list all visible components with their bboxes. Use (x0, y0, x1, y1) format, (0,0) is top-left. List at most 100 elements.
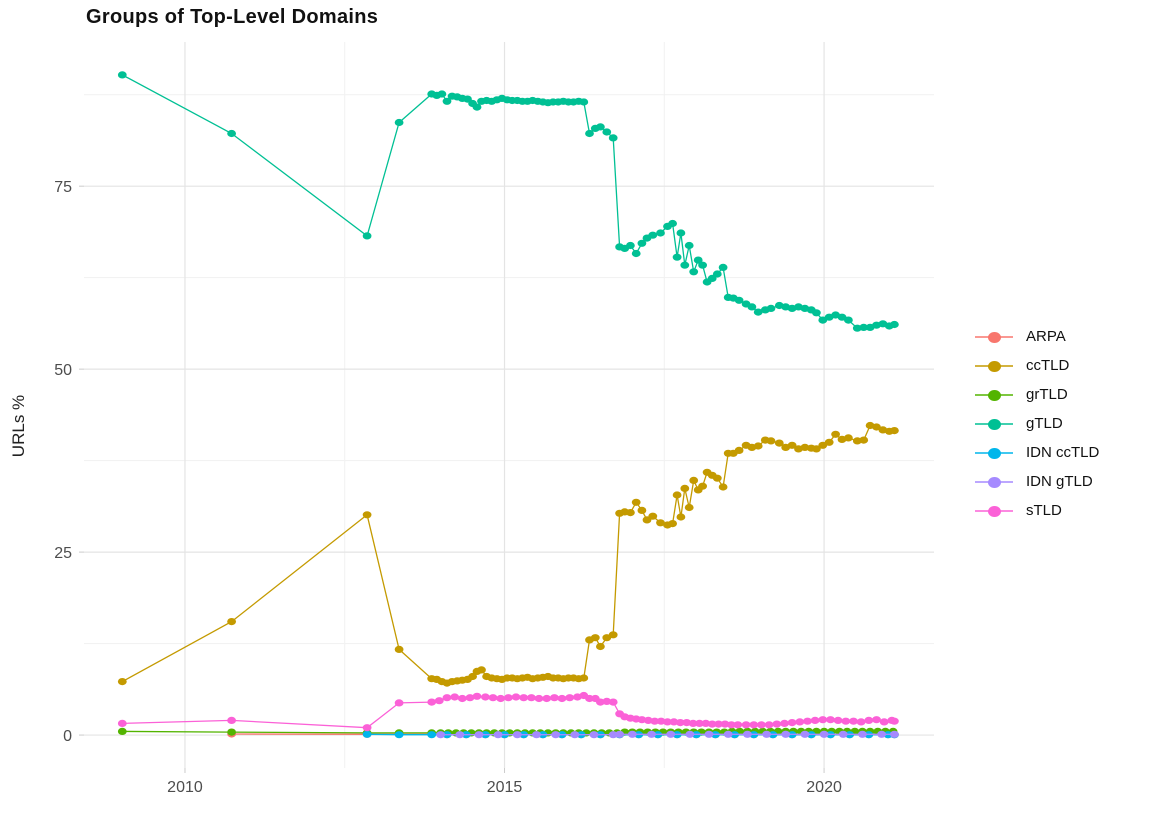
data-point-idn-gtld (781, 730, 791, 738)
data-point-cctld (602, 634, 612, 642)
data-point-stld (772, 720, 782, 728)
data-point-gtld (734, 296, 744, 304)
data-point-stld (872, 716, 881, 724)
data-point-grtld (117, 727, 127, 736)
data-point-gtld (227, 129, 237, 138)
data-point-cctld (680, 484, 690, 492)
data-point-stld (695, 719, 704, 728)
data-point-idn-gtld (704, 730, 714, 738)
data-point-stld (457, 694, 467, 703)
legend-key-dot (988, 418, 1001, 430)
data-point-idn-gtld (615, 730, 624, 738)
data-point-gtld (596, 123, 605, 131)
data-point-cctld (477, 666, 486, 674)
data-point-stld (675, 719, 685, 727)
data-point-gtld (602, 128, 612, 136)
data-point-stld (841, 717, 851, 725)
data-point-gtld (890, 320, 899, 329)
data-point-idn-gtld (608, 731, 618, 739)
data-point-cctld (394, 645, 404, 654)
series-cctld (117, 421, 899, 687)
legend-label: ARPA (1026, 328, 1066, 345)
data-point-gtld (394, 118, 404, 127)
data-point-cctld (468, 672, 477, 681)
data-point-gtld (859, 323, 869, 331)
data-point-stld (362, 724, 372, 732)
data-point-idn-gtld (762, 730, 771, 738)
data-point-stld (787, 719, 797, 727)
data-point-idn-gtld (877, 730, 886, 738)
data-point-gtld (753, 308, 763, 316)
data-point-stld (741, 721, 751, 729)
data-point-stld (650, 717, 660, 725)
data-point-gtld (637, 239, 647, 247)
data-point-cctld (608, 631, 618, 639)
data-point-idn-gtld (800, 730, 810, 738)
data-point-gtld (712, 270, 722, 278)
data-point-gtld (676, 229, 686, 237)
legend-item-gtld: gTLD (975, 409, 1099, 438)
data-point-cctld (676, 513, 686, 521)
data-point-stld (749, 721, 759, 729)
legend-key-icon (975, 387, 1013, 403)
data-point-stld (833, 716, 843, 725)
data-point-cctld (831, 430, 840, 438)
data-point-stld (795, 718, 805, 726)
legend-key-icon (975, 416, 1013, 432)
data-point-stld (557, 694, 567, 703)
data-point-cctld (712, 474, 722, 482)
legend-label: grTLD (1026, 386, 1068, 403)
data-point-stld (602, 697, 612, 706)
data-point-stld (550, 694, 559, 702)
legend-item-idn-cctld: IDN ccTLD (975, 438, 1099, 467)
data-point-stld (511, 693, 521, 701)
data-point-stld (663, 718, 672, 726)
data-point-stld (117, 719, 127, 728)
series-idn-gtld (436, 730, 899, 739)
legend-key-icon (975, 358, 1013, 374)
data-point-gtld (362, 232, 372, 240)
y-tick-label: 50 (54, 362, 72, 379)
data-point-cctld (812, 445, 821, 453)
data-point-stld (442, 694, 452, 702)
data-point-stld (488, 694, 498, 702)
data-point-gtld (684, 241, 694, 250)
data-point-gtld (747, 303, 757, 311)
data-point-gtld (579, 98, 589, 106)
data-point-idn-gtld (493, 731, 503, 739)
data-point-cctld (689, 476, 699, 484)
data-point-cctld (684, 503, 694, 512)
data-point-stld (714, 720, 723, 728)
data-point-cctld (668, 520, 677, 528)
legend-key-icon (975, 474, 1013, 490)
data-point-gtld (672, 253, 682, 261)
data-point-idn-cctld (362, 730, 372, 738)
data-point-stld (818, 716, 828, 724)
data-point-gtld (812, 309, 821, 317)
data-point-cctld (626, 508, 635, 517)
data-point-gtld (626, 241, 635, 250)
data-point-gtld (437, 90, 447, 98)
data-point-stld (849, 717, 858, 725)
data-point-gtld (472, 103, 482, 111)
data-point-cctld (774, 439, 784, 447)
data-point-stld (707, 720, 717, 728)
series-line-gtld (121, 74, 895, 329)
data-point-idn-gtld (436, 731, 445, 739)
data-point-gtld (698, 261, 707, 269)
data-point-idn-gtld (532, 731, 541, 739)
data-point-stld (688, 719, 698, 728)
data-point-idn-gtld (666, 730, 676, 738)
data-point-idn-gtld (551, 731, 561, 739)
data-point-gtld (608, 134, 618, 142)
data-point-idn-gtld (455, 731, 465, 739)
data-point-cctld (227, 618, 237, 626)
data-point-idn-cctld (427, 731, 437, 739)
legend-label: sTLD (1026, 502, 1062, 519)
legend-key-icon (975, 445, 1013, 461)
legend-key-dot (988, 447, 1001, 459)
data-point-cctld (859, 436, 869, 444)
data-point-stld (701, 719, 711, 728)
chart-title: Groups of Top-Level Domains (86, 6, 379, 28)
